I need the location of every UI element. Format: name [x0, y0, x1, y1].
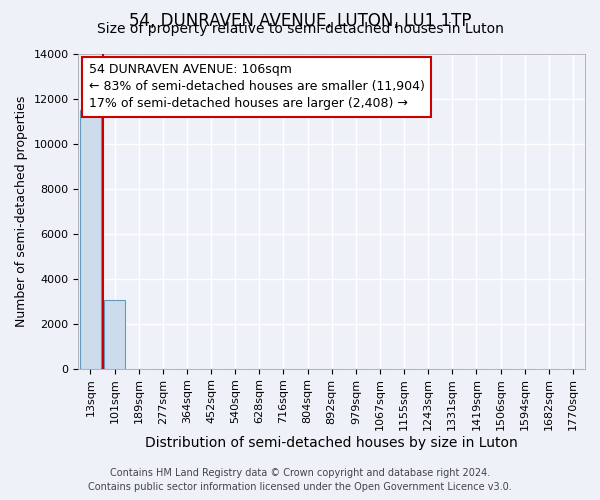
Text: 54, DUNRAVEN AVENUE, LUTON, LU1 1TP: 54, DUNRAVEN AVENUE, LUTON, LU1 1TP	[129, 12, 471, 30]
Text: Contains HM Land Registry data © Crown copyright and database right 2024.
Contai: Contains HM Land Registry data © Crown c…	[88, 468, 512, 492]
Bar	[80, 110, 101, 368]
Text: 54 DUNRAVEN AVENUE: 106sqm
← 83% of semi-detached houses are smaller (11,904)
17: 54 DUNRAVEN AVENUE: 106sqm ← 83% of semi…	[89, 64, 424, 110]
Text: Size of property relative to semi-detached houses in Luton: Size of property relative to semi-detach…	[97, 22, 503, 36]
Bar	[104, 300, 125, 368]
Y-axis label: Number of semi-detached properties: Number of semi-detached properties	[15, 96, 28, 327]
X-axis label: Distribution of semi-detached houses by size in Luton: Distribution of semi-detached houses by …	[145, 436, 518, 450]
